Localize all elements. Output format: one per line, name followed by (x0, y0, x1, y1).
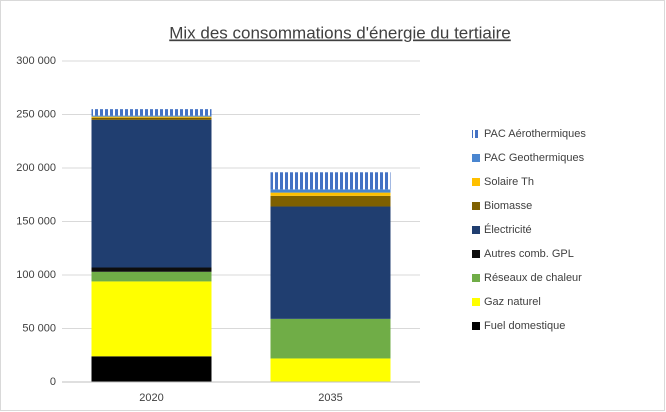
bar-segment (91, 109, 212, 116)
legend-label: PAC Aérothermiques (484, 128, 586, 140)
y-tick-label: 0 (50, 376, 56, 388)
bar-segment (270, 189, 391, 193)
bar-segment (270, 192, 391, 196)
bar-segment (270, 206, 391, 319)
legend-label: Autres comb. GPL (484, 248, 574, 260)
legend-swatch (472, 226, 480, 234)
bar-segment (270, 195, 391, 207)
y-tick-label: 200 000 (16, 162, 56, 174)
y-tick-label: 300 000 (16, 55, 56, 67)
bar-segment (91, 281, 212, 357)
legend-swatch (472, 250, 480, 258)
x-tick-label: 2020 (139, 392, 163, 404)
legend-label: Gaz naturel (484, 296, 541, 308)
bar-segment (91, 117, 212, 120)
y-tick-label: 50 000 (22, 322, 56, 334)
legend-label: Fuel domestique (484, 320, 565, 332)
bar-segment (91, 119, 212, 268)
legend-swatch (472, 178, 480, 186)
legend-swatch (472, 202, 480, 210)
bar-segment (91, 116, 212, 118)
chart-title: Mix des consommations d'énergie du terti… (169, 23, 511, 42)
legend-label: Réseaux de chaleur (484, 272, 582, 284)
bar-segment (270, 358, 391, 382)
legend-label: PAC Geothermiques (484, 152, 585, 164)
bar-segment (91, 271, 212, 282)
y-tick-label: 100 000 (16, 269, 56, 281)
legend-swatch (472, 322, 480, 330)
y-tick-label: 250 000 (16, 108, 56, 120)
legend-swatch (472, 298, 480, 306)
bar-segment (91, 115, 212, 117)
legend-swatch (472, 274, 480, 282)
legend-swatch (472, 130, 480, 138)
bar-segment (270, 172, 391, 190)
legend-swatch (472, 154, 480, 162)
bar-segment (91, 356, 212, 382)
legend-label: Biomasse (484, 200, 532, 212)
bar-segment (270, 318, 391, 359)
y-tick-label: 150 000 (16, 215, 56, 227)
legend-label: Électricité (484, 223, 532, 236)
bar-segment (91, 267, 212, 272)
x-tick-label: 2035 (318, 392, 342, 404)
legend-label: Solaire Th (484, 176, 534, 188)
